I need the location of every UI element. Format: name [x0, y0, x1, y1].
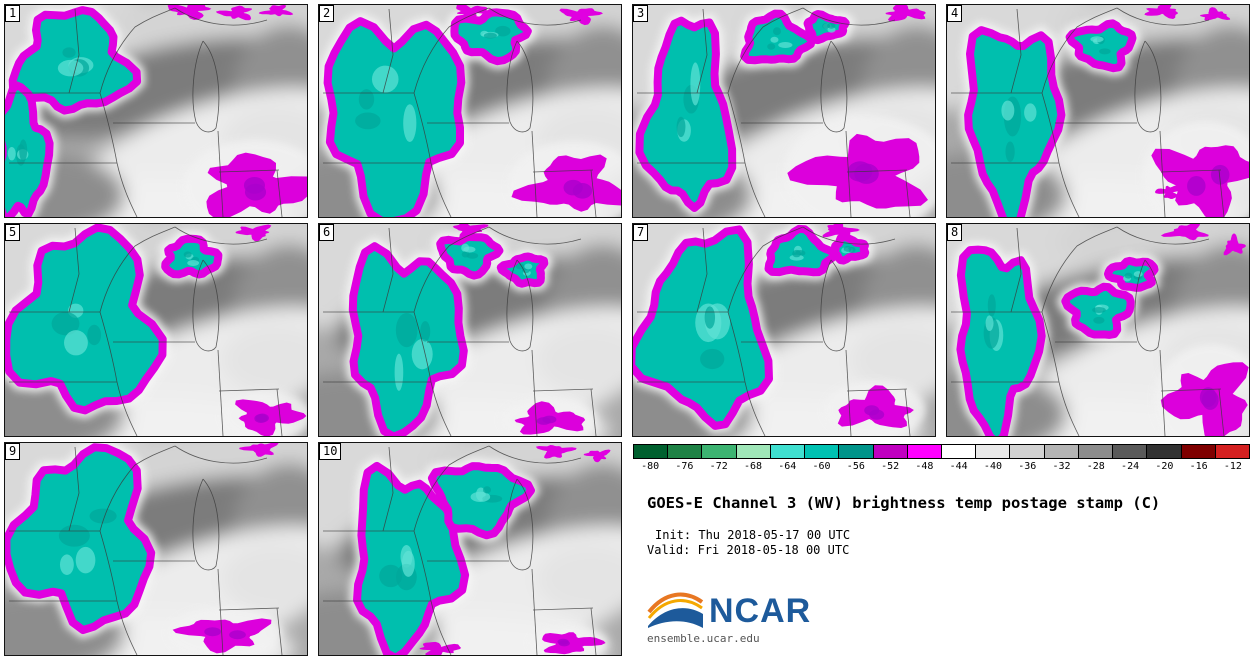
ncar-swoosh-icon	[647, 592, 704, 628]
colorbar-swatch	[702, 445, 737, 458]
colorbar-tick: -32	[1052, 461, 1071, 472]
colorbar-swatch	[1215, 445, 1249, 458]
colorbar-ticks: -80 -76 -72 -68 -64 -60 -56 -52 -48 -44 -40 -36 -32 -…	[633, 461, 1250, 472]
info-block: -80 -76 -72 -68 -64 -60 -56 -52 -48 -44 -40 -36 -32 -…	[633, 444, 1250, 645]
panel-number: 7	[633, 224, 649, 241]
colorbar-swatch	[873, 445, 908, 458]
colorbar-tick: -68	[743, 461, 763, 472]
wv-map	[633, 5, 935, 217]
colorbar-swatch	[839, 445, 874, 458]
ensemble-panel: 2	[318, 4, 622, 218]
panel-number: 10	[319, 443, 342, 460]
ncar-logo: NCAR	[645, 582, 1250, 630]
panel-number: 8	[947, 224, 963, 241]
colorbar-swatch	[1078, 445, 1114, 458]
colorbar-tick: -44	[949, 461, 968, 472]
colorbar-swatch	[770, 445, 806, 458]
panel-number: 9	[5, 443, 21, 460]
ensemble-panel: 10	[318, 442, 622, 656]
colorbar-tick: -12	[1223, 461, 1242, 472]
ensemble-panel: 6	[318, 223, 622, 437]
colorbar-swatch	[805, 445, 840, 458]
panel-number: 2	[319, 5, 335, 22]
colorbar-swatch	[907, 445, 942, 458]
colorbar-swatch	[976, 445, 1011, 458]
panel-number: 3	[633, 5, 649, 22]
colorbar-swatch	[736, 445, 771, 458]
colorbar	[633, 444, 1250, 459]
panel-number: 4	[947, 5, 963, 22]
colorbar-tick: -60	[812, 461, 831, 472]
colorbar-tick: -76	[675, 461, 694, 472]
colorbar-tick: -16	[1189, 461, 1208, 472]
ensemble-panel: 4	[946, 4, 1250, 218]
init-time: Init: Thu 2018-05-17 00 UTC	[655, 528, 851, 542]
colorbar-tick: -36	[1018, 461, 1037, 472]
figure-title: GOES-E Channel 3 (WV) brightness temp po…	[647, 494, 1161, 512]
colorbar-swatch	[668, 445, 703, 458]
colorbar-tick: -28	[1086, 461, 1105, 472]
ensemble-panel: 9	[4, 442, 308, 656]
colorbar-tick: -56	[846, 461, 865, 472]
colorbar-swatch	[634, 445, 669, 458]
colorbar-tick: -80	[641, 461, 660, 472]
wv-map	[5, 443, 307, 655]
colorbar-swatch	[941, 445, 977, 458]
colorbar-swatch	[1044, 445, 1079, 458]
colorbar-tick: -40	[983, 461, 1002, 472]
colorbar-tick: -48	[915, 461, 934, 472]
colorbar-swatch	[1010, 445, 1045, 458]
colorbar-tick: -24	[1121, 461, 1140, 472]
panel-number: 6	[319, 224, 335, 241]
colorbar-tick: -52	[881, 461, 900, 472]
panel-number: 5	[5, 224, 21, 241]
ensemble-panel: 1	[4, 4, 308, 218]
colorbar-tick: -20	[1155, 461, 1174, 472]
ncar-logo-text: NCAR	[709, 592, 812, 630]
wv-map	[5, 224, 307, 436]
wv-map	[319, 5, 621, 217]
colorbar-tick: -72	[709, 461, 728, 472]
valid-time: Valid: Fri 2018-05-18 00 UTC	[647, 543, 850, 557]
ensemble-panel: 3	[632, 4, 936, 218]
colorbar-tick: -64	[778, 461, 797, 472]
colorbar-swatch	[1181, 445, 1216, 458]
colorbar-swatch	[1147, 445, 1182, 458]
ensemble-panel: 7	[632, 223, 936, 437]
wv-map	[633, 224, 935, 436]
wv-map	[947, 224, 1249, 436]
ensemble-panel: 8	[946, 223, 1250, 437]
wv-map	[319, 443, 621, 655]
panel-number: 1	[5, 5, 21, 22]
wv-map	[947, 5, 1249, 217]
wv-map	[319, 224, 621, 436]
ensemble-panel: 5	[4, 223, 308, 437]
wv-map	[5, 5, 307, 217]
credit-url: ensemble.ucar.edu	[647, 632, 760, 645]
colorbar-swatch	[1113, 445, 1148, 458]
